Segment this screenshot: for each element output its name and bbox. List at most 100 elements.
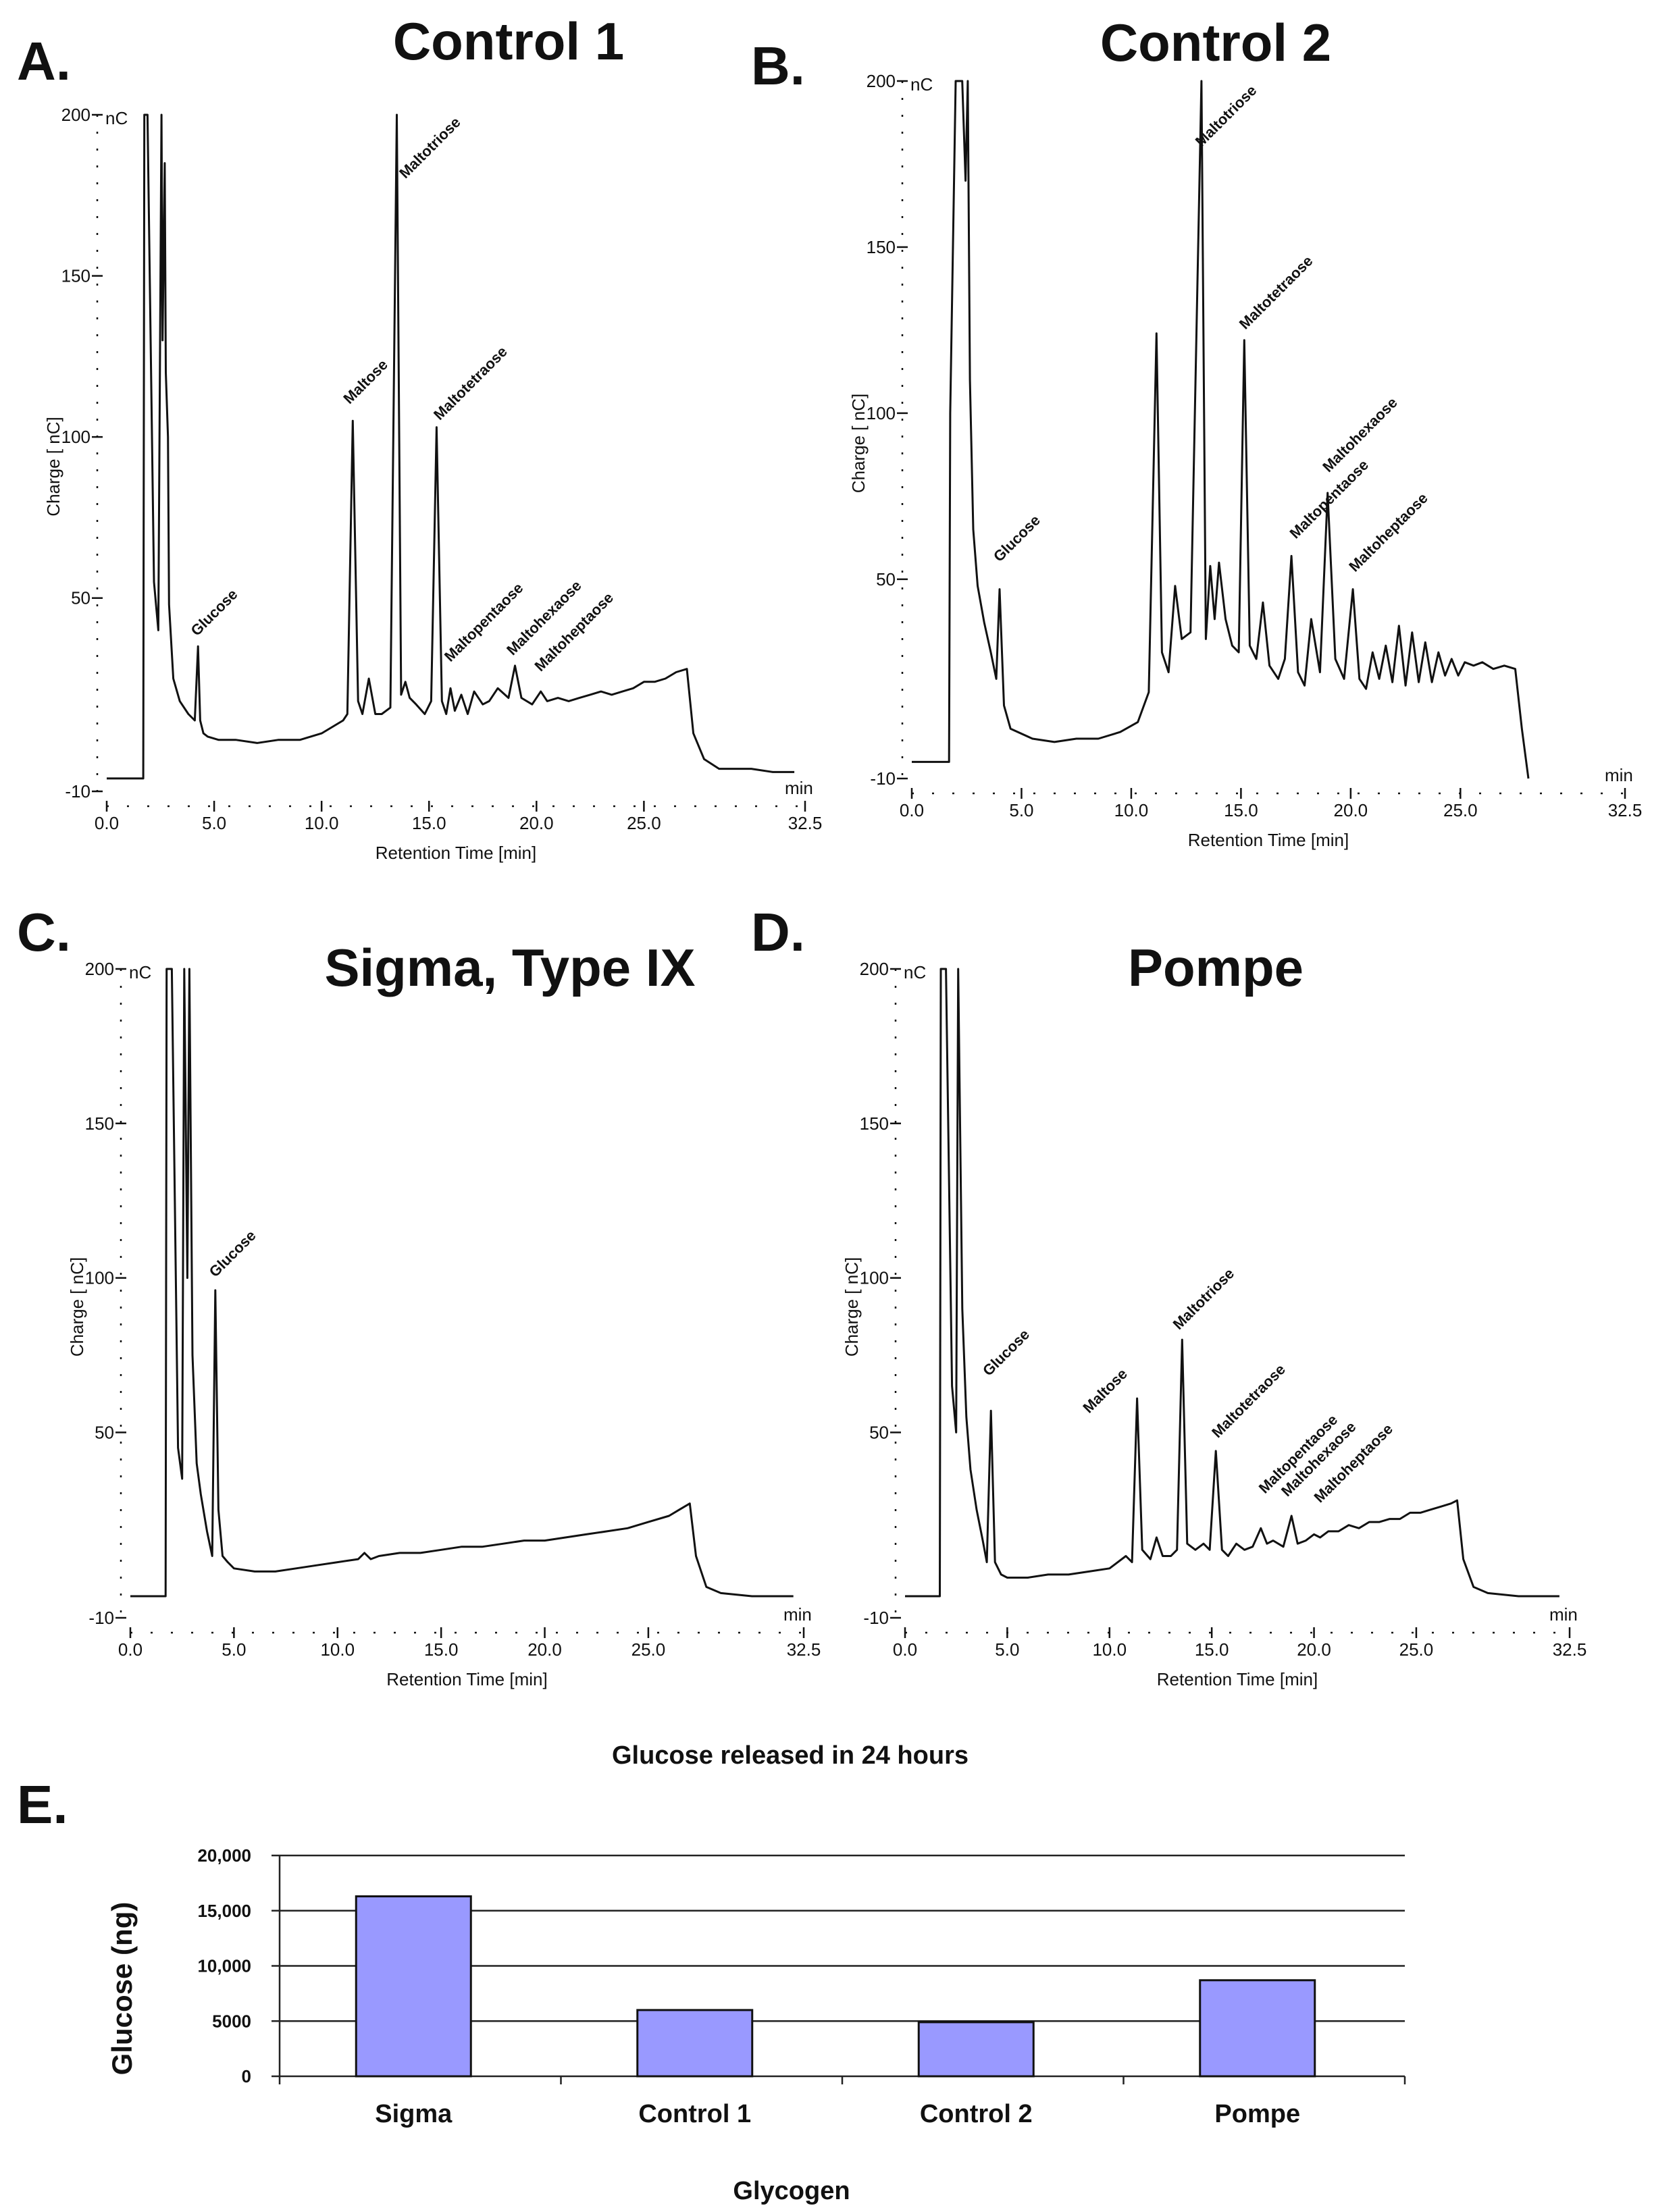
peak-label: Maltotetraose [430,343,511,423]
panel-letter: A. [17,31,71,91]
chromatogram-trace [912,80,1530,779]
y-tick-label: 5000 [212,2011,251,2031]
peak-label: Glucose [990,512,1043,565]
y-tick-label: 100 [85,1268,114,1288]
y-tick-label: 50 [71,588,91,608]
panel-title: Pompe [1128,938,1304,997]
chromatogram-trace [107,113,795,780]
chromatogram-trace [130,968,794,1598]
x-tick-label: 15.0 [1195,1639,1229,1660]
y-tick-label: 10,000 [197,1956,251,1976]
y-tick-label: 150 [867,237,896,257]
y-tick-label: 200 [860,959,889,979]
bar-x-axis-label: Glycogen [733,2177,850,2205]
panel-letter: D. [751,902,805,962]
y-tick-label: 100 [867,403,896,423]
peak-label: Glucose [187,585,240,639]
x-tick-label: 5.0 [222,1639,246,1660]
x-category-label: Control 2 [920,2100,1033,2128]
x-tick-label: 25.0 [627,813,661,833]
x-tick-label: 32.5 [1608,800,1643,820]
x-tick-label: 10.0 [1092,1639,1127,1660]
x-tick-label: 25.0 [1399,1639,1434,1660]
x-axis-label: Retention Time [min] [386,1669,547,1689]
peak-label: Maltoheptaose [532,589,617,675]
x-tick-label: 15.0 [424,1639,459,1660]
y-tick-label: 200 [61,105,91,125]
y-tick-label: -10 [870,768,896,789]
panel-title: Control 2 [1100,13,1331,72]
x-axis-label: Retention Time [min] [1157,1669,1318,1689]
bar-control-2 [917,2021,1035,2078]
peak-label: Maltotriose [396,113,464,182]
x-tick-label: 15.0 [412,813,446,833]
x-tick-label: 32.5 [788,813,823,833]
y-tick-label: 200 [867,71,896,91]
y-unit-label: nC [105,108,128,128]
x-unit-label: min [783,1604,812,1625]
x-tick-label: 25.0 [631,1639,666,1660]
y-unit-label: nC [904,962,926,982]
y-tick-label: 0 [242,2066,251,2086]
peak-label: Maltoheptaose [1345,490,1431,575]
bar-chart-title: Glucose released in 24 hours [612,1741,969,1770]
x-tick-label: 10.0 [305,813,339,833]
y-tick-label: 15,000 [197,1901,251,1921]
y-tick-label: 150 [61,266,91,286]
peak-label: Maltotetraose [1208,1361,1289,1441]
chromatogram-panel-c: C. Sigma, Type IX 200 150 100 50 -10 nC 0.0 5.0 10… [17,902,821,1689]
x-tick-label: 10.0 [320,1639,355,1660]
bar-panel-e: Glucose released in 24 hours E. 20,000 15,0… [17,1741,1406,2205]
y-tick-label: -10 [88,1608,114,1628]
y-tick-label: 100 [61,427,91,447]
panel-letter: E. [17,1774,68,1835]
chromatogram-panel-d: D. Pompe 200 150 100 50 -10 nC 0.0 5.0 10.0 15.0 20.… [751,902,1586,1689]
x-tick-label: 20.0 [1334,800,1368,820]
panel-title: Control 1 [393,11,624,71]
panel-letter: C. [17,902,71,962]
y-tick-label: 200 [85,959,114,979]
y-tick-label: 150 [860,1113,889,1134]
peak-label: Maltotriose [1170,1265,1238,1333]
x-tick-label: 20.0 [519,813,554,833]
y-tick-label: 50 [869,1422,889,1442]
x-unit-label: min [785,778,813,798]
x-tick-label: 32.5 [1553,1639,1587,1660]
bar-pompe [1199,1979,1316,2078]
bar-y-axis-label: Glucose (ng) [106,1902,138,2076]
x-tick-label: 0.0 [118,1639,143,1660]
x-category-label: Pompe [1214,2100,1300,2128]
bar-sigma [355,1895,472,2078]
x-tick-label: 5.0 [202,813,226,833]
peak-label: Glucose [979,1326,1033,1379]
x-unit-label: min [1549,1604,1578,1625]
x-tick-label: 0.0 [900,800,924,820]
chromatogram-panel-b: B. Control 2 200 150 100 50 -10 nC 0.0 5.0 10.0 15.… [751,13,1642,850]
y-axis-label: Charge [ nC] [842,1257,862,1357]
x-unit-label: min [1605,765,1633,785]
y-tick-label: 150 [85,1113,114,1134]
peak-label: Glucose [206,1227,259,1280]
x-tick-label: 15.0 [1224,800,1258,820]
x-axis-label: Retention Time [min] [1188,830,1349,850]
x-tick-label: 32.5 [787,1639,821,1660]
y-tick-label: 100 [860,1268,889,1288]
y-tick-label: 50 [95,1422,114,1442]
y-axis-label: Charge [ nC] [848,394,869,493]
y-axis-label: Charge [ nC] [67,1257,87,1357]
panel-letter: B. [751,36,805,96]
y-tick-label: 50 [876,569,896,589]
chromatogram-trace [905,968,1559,1598]
x-axis-label: Retention Time [min] [376,843,536,863]
x-tick-label: 0.0 [893,1639,917,1660]
y-unit-label: nC [129,962,151,982]
y-tick-label: -10 [65,781,91,801]
x-category-label: Control 1 [638,2100,751,2128]
y-tick-label: 20,000 [197,1845,251,1866]
x-tick-label: 20.0 [1297,1639,1331,1660]
y-tick-label: -10 [863,1608,889,1628]
peak-label: Maltose [340,356,391,407]
panel-title: Sigma, Type IX [324,938,695,997]
chromatogram-panel-a: A. Control 1 200 150 100 50 -10 nC 0.0 5.0 10.0 15.… [17,11,822,863]
